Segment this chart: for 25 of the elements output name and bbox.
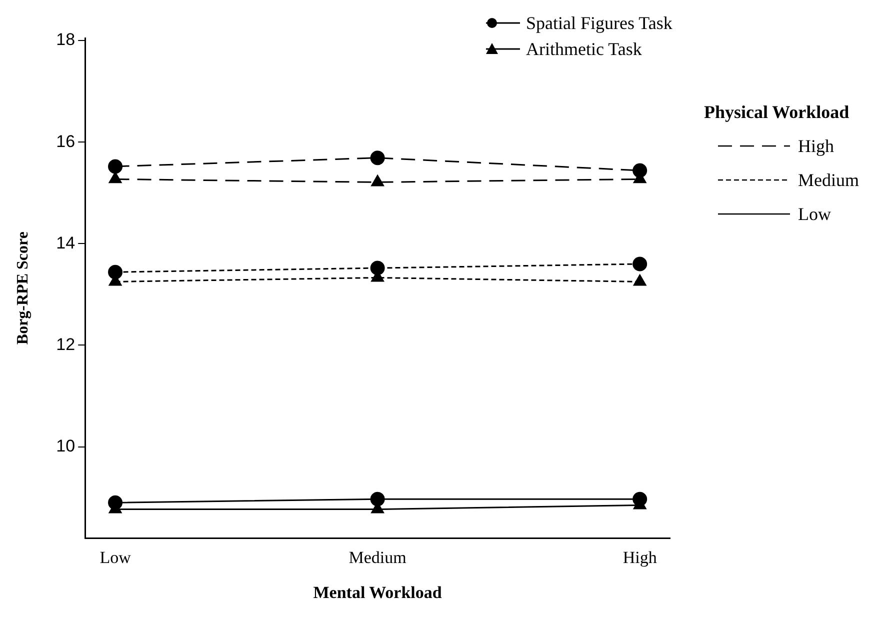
text: Low bbox=[798, 204, 831, 224]
point bbox=[370, 150, 385, 166]
point bbox=[370, 260, 385, 276]
text: Spatial Figures Task bbox=[526, 12, 672, 34]
point bbox=[108, 172, 122, 184]
point bbox=[108, 264, 123, 280]
x-tick-label: Low bbox=[100, 548, 132, 567]
y-tick-label: 10 bbox=[56, 436, 76, 456]
y-tick-label: 16 bbox=[56, 132, 76, 151]
y-tick-label: 18 bbox=[56, 30, 76, 50]
text: High bbox=[798, 136, 834, 156]
y-tick-label: 12 bbox=[56, 334, 76, 354]
point bbox=[633, 274, 646, 286]
text: Medium bbox=[798, 170, 859, 190]
point bbox=[370, 492, 385, 506]
legend-title: Physical Workload bbox=[704, 102, 850, 123]
point bbox=[108, 159, 123, 174]
x-axis-title: Mental Workload bbox=[313, 583, 442, 602]
x-tick-label: Medium bbox=[348, 548, 406, 567]
point bbox=[371, 174, 384, 186]
annotation: Arithmetic Task bbox=[526, 38, 642, 60]
x-tick-label: High bbox=[622, 548, 658, 567]
y-tick-label: 14 bbox=[56, 233, 76, 252]
y-axis-title: Borg-RPE Score bbox=[14, 232, 32, 345]
point bbox=[632, 256, 648, 272]
